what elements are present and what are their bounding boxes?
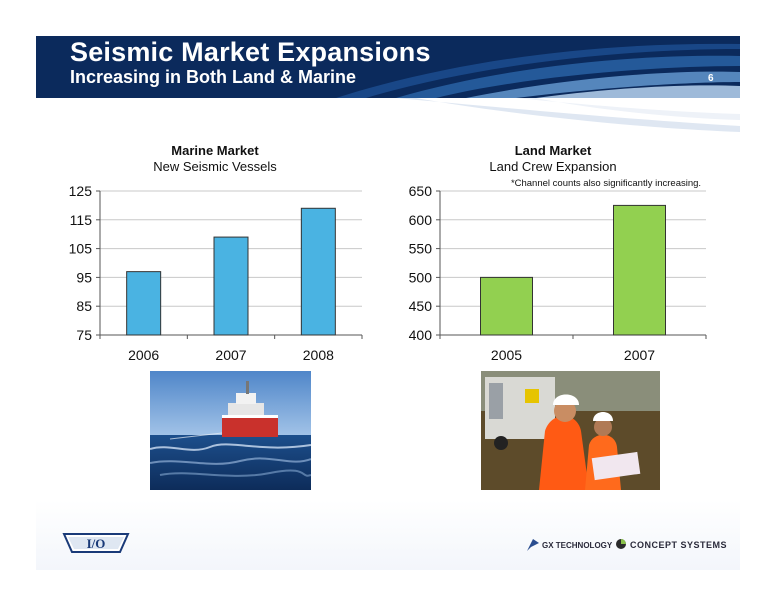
marine-x-tick-label: 2006 [128, 347, 159, 363]
land-y-tick-label: 550 [409, 241, 433, 257]
land-x-tick-label: 2007 [624, 347, 655, 363]
marine-y-tick-label: 95 [76, 269, 92, 285]
concept-systems-logo-text: CONCEPT SYSTEMS [630, 540, 728, 550]
page-title: Seismic Market Expansions [70, 37, 431, 67]
land-y-tick-label: 600 [409, 212, 433, 228]
land-bar-2005 [480, 276, 533, 336]
marine-bar-2006 [126, 271, 162, 336]
marine-x-tick-label: 2008 [303, 347, 334, 363]
marine-bar-2008 [300, 207, 336, 336]
page-subtitle: Increasing in Both Land & Marine [70, 67, 357, 87]
marine-y-tick-label: 125 [69, 183, 93, 199]
header-swoosh-decoration [336, 43, 740, 98]
land-chart-subtitle: Land Crew Expansion [489, 159, 617, 174]
land-crew-image [481, 371, 660, 490]
seismic-vessel-image [150, 371, 311, 490]
concept-systems-logo-icon [616, 539, 626, 549]
land-y-tick-label: 400 [409, 327, 433, 343]
marine-x-tick-label: 2007 [215, 347, 246, 363]
land-y-tick-label: 500 [409, 269, 433, 285]
land-crew-photo [481, 371, 660, 490]
io-logo-text: I/O [87, 536, 106, 551]
marine-y-tick-label: 75 [76, 327, 92, 343]
header-banner [36, 36, 740, 98]
land-bar-2007 [613, 204, 666, 336]
marine-y-tick-label: 115 [70, 212, 93, 228]
marine-chart-title: Marine Market [171, 143, 259, 158]
header-swoosh-tail [396, 98, 740, 132]
gx-technology-logo-icon [527, 539, 539, 551]
footer-band [36, 500, 740, 570]
page-number: 6 [708, 73, 714, 84]
marine-y-tick-label: 105 [69, 241, 93, 257]
marine-chart-subtitle: New Seismic Vessels [153, 159, 277, 174]
gx-technology-logo-text: GX TECHNOLOGY [542, 541, 613, 550]
land-y-tick-label: 650 [409, 183, 433, 199]
land-chart-note: *Channel counts also significantly incre… [510, 178, 702, 189]
land-x-tick-label: 2005 [491, 347, 522, 363]
marine-vessel-photo [150, 371, 311, 490]
land-y-tick-label: 450 [409, 298, 433, 314]
marine-y-tick-label: 85 [76, 298, 92, 314]
io-logo-icon: I/O [62, 533, 130, 553]
land-chart-title: Land Market [514, 143, 592, 158]
marine-bar-2007 [213, 236, 249, 336]
